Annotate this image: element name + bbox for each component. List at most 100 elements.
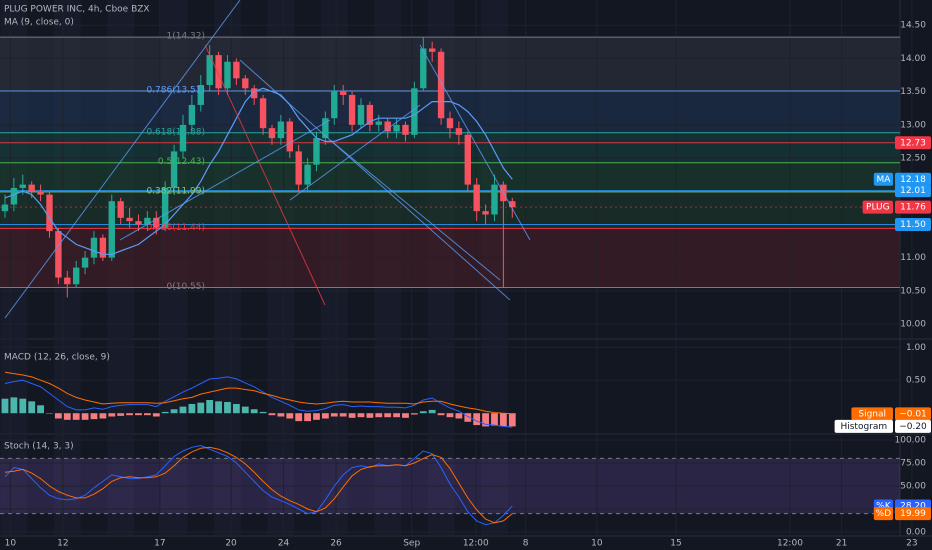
indicator-name-bg: [851, 407, 893, 421]
time-tick-label: 23: [906, 539, 917, 549]
time-tick-label: 8: [523, 539, 529, 549]
y-tick-label: 11.00: [900, 253, 926, 263]
histogram-bar: [473, 413, 481, 426]
time-tick-label: 12:00: [777, 539, 803, 549]
time-tick-label: 12: [57, 539, 68, 549]
histogram-bar: [410, 413, 418, 415]
histogram-bar: [81, 413, 89, 420]
time-tick-label: 12:00: [463, 539, 489, 549]
histogram-bar: [126, 413, 133, 416]
candle-body: [242, 78, 249, 89]
price-label: 12.01: [900, 186, 926, 196]
indicator-value: −0.01: [899, 409, 927, 419]
candle-body: [55, 231, 62, 278]
candle-body: [393, 124, 400, 132]
histogram-bar: [286, 413, 294, 419]
price-label-name-bg: [862, 200, 893, 214]
price-label-bg: [895, 200, 931, 214]
candle-body: [473, 184, 480, 212]
candle-body: [491, 184, 498, 215]
candle-body: [384, 121, 391, 132]
histogram-bar: [375, 413, 383, 418]
candle-body: [348, 94, 356, 125]
histogram-bar: [1, 398, 9, 414]
candle-body: [224, 61, 231, 89]
fib-label: 0.618(12.88): [146, 127, 205, 137]
histogram-bar: [206, 400, 214, 414]
candle-body: [197, 84, 204, 105]
candle-body: [250, 88, 258, 99]
fib-zone: [0, 162, 900, 192]
histogram-bar: [419, 411, 427, 414]
histogram-bar: [250, 409, 258, 414]
candle-body: [206, 55, 213, 85]
price-label-name-bg: [873, 172, 893, 186]
y-tick-label: 10.00: [900, 320, 926, 330]
indicator-name: Signal: [858, 409, 886, 419]
time-tick-label: 26: [330, 539, 342, 549]
histogram-bar: [348, 413, 356, 418]
trendline: [289, 104, 421, 201]
marks-layer: [1, 37, 516, 526]
trendline: [329, 139, 501, 281]
candle-body: [90, 237, 98, 258]
candle-body: [215, 55, 222, 89]
stoch-line: [4, 444, 513, 526]
histogram-bar: [499, 413, 507, 427]
histogram-bar: [197, 402, 205, 414]
candle-body: [402, 124, 409, 135]
candle-body: [19, 184, 26, 188]
histogram-bar: [366, 413, 374, 418]
histogram-bar: [268, 413, 276, 416]
labels-layer: 10 12 17 20 24 26 Sep 12:00 8 10 15 12:00 21 23 10.00 1…: [5, 21, 931, 549]
histogram-bar: [259, 411, 267, 414]
histogram-bar: [241, 406, 249, 414]
candle-body: [126, 217, 133, 222]
histogram-bar: [170, 409, 178, 414]
y-tick-label: 12.50: [900, 154, 926, 164]
trendline: [204, 44, 326, 306]
candle-body: [135, 221, 142, 225]
candle-body: [188, 104, 196, 125]
candle-body: [81, 257, 89, 268]
fib-zone: [0, 37, 900, 91]
candle-body: [64, 277, 71, 285]
histogram-bar: [188, 403, 196, 414]
fib-label: 0.236(11.44): [146, 223, 205, 233]
histogram-bar: [10, 397, 18, 414]
price-label-name: PLUG: [866, 203, 890, 213]
candle-body: [37, 191, 44, 195]
histogram-bar: [428, 409, 436, 414]
candle-body: [482, 211, 489, 215]
indicator-value-bg: [895, 407, 931, 421]
histogram-bar: [161, 411, 169, 414]
candle-body: [304, 164, 311, 185]
indicator-name: %D: [876, 509, 892, 519]
time-tick-label: 17: [154, 539, 165, 549]
price-label-bg: [895, 184, 931, 198]
histogram-bar: [491, 413, 498, 426]
histogram-bar: [108, 413, 116, 417]
time-tick-label: 20: [225, 539, 237, 549]
price-label: 12.18: [900, 175, 926, 185]
fib-label: 0(10.55): [166, 282, 205, 292]
candle-body: [268, 128, 276, 139]
y-tick-label: 0.00: [906, 527, 926, 537]
histogram-bar: [117, 413, 125, 416]
price-label: 11.76: [900, 203, 926, 213]
histogram-bar: [232, 403, 240, 414]
candle-body: [322, 118, 329, 139]
y-tick-label: 10.50: [900, 286, 926, 296]
time-tick-label: 15: [670, 539, 681, 549]
candle-body: [437, 51, 445, 119]
candle-body: [10, 187, 18, 205]
histogram-bar: [357, 413, 365, 418]
candle-body: [46, 194, 53, 232]
trendline: [419, 44, 531, 241]
candle-body: [161, 187, 169, 228]
y-tick-label: 50.00: [900, 481, 926, 491]
time-tick-label: 21: [836, 539, 847, 549]
trendline: [4, 0, 241, 319]
candle-body: [411, 88, 418, 135]
histogram-bar: [464, 413, 472, 422]
